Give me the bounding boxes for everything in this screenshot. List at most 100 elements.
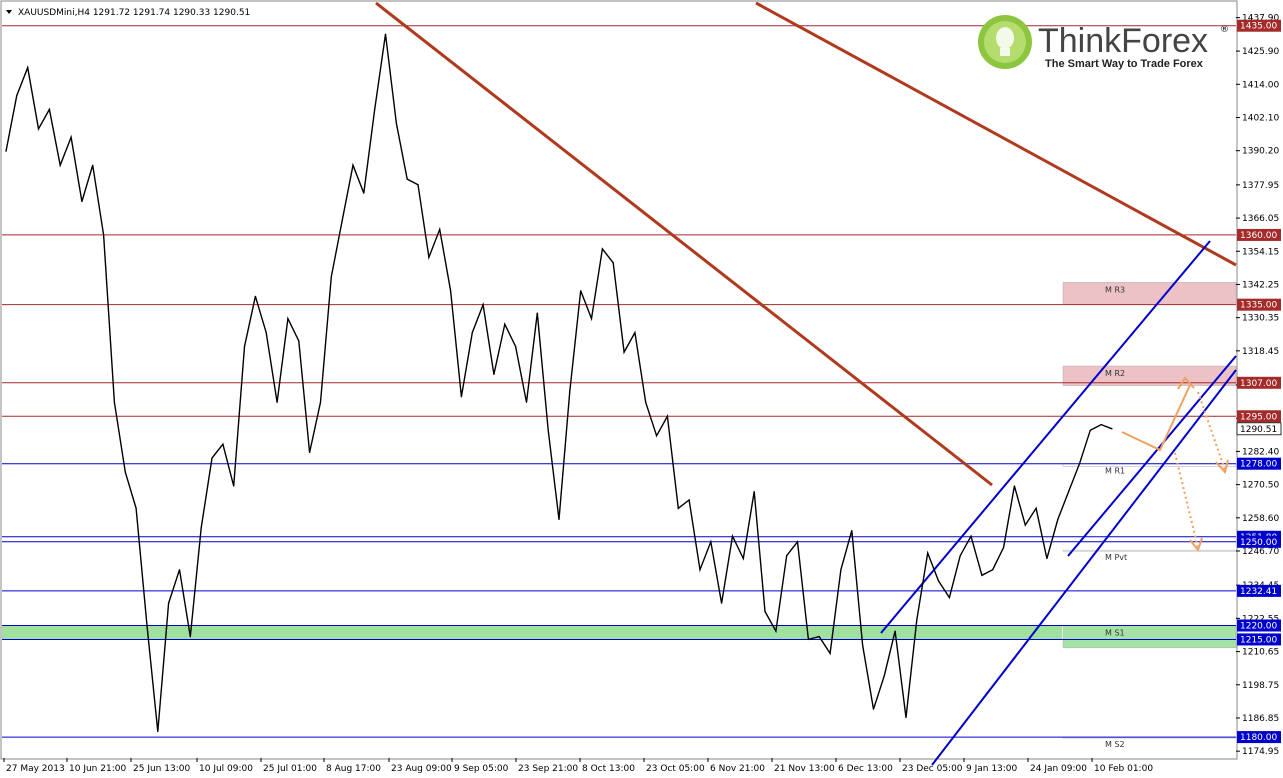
zone-label-m-s2: M S2 <box>1105 740 1125 749</box>
price-point <box>157 730 159 733</box>
price-point <box>927 552 929 554</box>
x-tick-label: 24 Jan 09:00 <box>1030 764 1087 774</box>
price-point <box>113 401 116 403</box>
zone-label-m-pvt: M Pvt <box>1105 553 1127 562</box>
x-axis: 27 May 2013 10 Jun 21:00 25 Jun 13:00 10 Ju… <box>3 758 1153 774</box>
price-point <box>851 530 853 532</box>
price-point <box>504 323 506 325</box>
price-point <box>515 345 517 348</box>
price-tag-label: 1232.41 <box>1240 587 1277 597</box>
price-point <box>981 574 983 576</box>
price-point <box>319 401 322 403</box>
price-point <box>374 108 376 111</box>
x-tick-label: 23 Sep 21:00 <box>518 764 578 774</box>
price-point <box>580 290 582 292</box>
price-point <box>16 94 18 97</box>
price-point <box>558 518 560 521</box>
price-point <box>818 636 820 638</box>
projection-layer <box>1121 376 1229 553</box>
thinkforex-logo: ThinkForex ® The Smart Way to Trade Fore… <box>978 15 1229 70</box>
y-tick-label: 1377.95 <box>1242 181 1279 191</box>
price-point <box>721 602 723 604</box>
y-tick-label: 1282.40 <box>1242 447 1279 457</box>
logo-brand-text: ThinkForex <box>1038 22 1208 60</box>
price-point <box>363 192 365 194</box>
symbol-dropdown-icon[interactable] <box>6 10 12 14</box>
channel-lower-line <box>931 369 1237 766</box>
price-point <box>243 345 246 348</box>
price-point <box>731 535 734 537</box>
price-point <box>916 619 918 621</box>
x-tick-label: 23 Aug 09:00 <box>391 764 452 774</box>
projection-down-long <box>1174 452 1199 549</box>
x-tick-label: 9 Sep 05:00 <box>454 764 509 774</box>
y-tick-label: 1270.50 <box>1242 481 1279 491</box>
price-point <box>1078 463 1081 465</box>
price-point <box>1002 546 1005 548</box>
price-point <box>460 396 463 398</box>
price-tag-label: 1220.00 <box>1240 621 1277 631</box>
y-tick-label: 1198.75 <box>1242 681 1279 691</box>
price-point <box>102 234 105 236</box>
y-tick-label: 1342.25 <box>1242 280 1279 290</box>
current-price-tag-bg <box>1236 422 1282 436</box>
downtrend-line-primary <box>375 1 993 487</box>
y-tick-label: 1186.85 <box>1242 714 1279 724</box>
price-tag-bg <box>1237 228 1281 241</box>
zone-m-r2 <box>1062 365 1237 386</box>
projection-down-short-arrowhead <box>1215 459 1229 475</box>
price-point <box>395 122 397 124</box>
price-point <box>764 610 766 613</box>
price-point <box>883 675 885 677</box>
price-point <box>894 630 896 632</box>
zones-layer: M R3 M R2 M R1 M Pvt M S1 M S2 <box>2 282 1237 749</box>
y-tick-label: 1414.00 <box>1242 80 1279 90</box>
x-tick-label: 10 Feb 01:00 <box>1094 764 1153 774</box>
price-point <box>341 220 343 222</box>
price-point <box>48 108 50 111</box>
price-point <box>1068 490 1070 493</box>
price-tag-label: 1250.00 <box>1240 538 1277 548</box>
price-point <box>178 569 181 571</box>
zone-label-m-r2: M R2 <box>1105 369 1125 378</box>
price-tag-bg <box>1237 619 1281 632</box>
x-tick-label: 6 Dec 13:00 <box>838 764 893 774</box>
logo-registered-mark: ® <box>1220 25 1229 35</box>
price-point <box>70 136 72 138</box>
price-point <box>254 295 256 297</box>
price-point <box>482 304 484 306</box>
price-point <box>829 652 831 654</box>
price-point <box>27 66 29 69</box>
y-tick-label: 1318.45 <box>1242 347 1279 357</box>
price-point <box>569 390 571 392</box>
price-point <box>1046 557 1048 560</box>
price-point <box>406 178 408 180</box>
zone-m-r3 <box>1062 282 1237 305</box>
price-point <box>168 602 170 604</box>
zone-label-m-s1: M S1 <box>1105 628 1125 637</box>
price-point <box>645 401 647 403</box>
price-tag-bg <box>1237 535 1281 548</box>
price-point <box>1100 424 1102 426</box>
price-point <box>276 401 278 403</box>
price-point <box>547 429 549 431</box>
zone-m-pvt <box>1062 549 1237 552</box>
y-tick-label: 1174.95 <box>1242 747 1279 757</box>
downtrend-line-secondary <box>755 1 1237 267</box>
price-tag-label: 1180.00 <box>1240 733 1277 743</box>
price-point <box>655 435 658 437</box>
price-point <box>970 535 972 537</box>
price-point <box>666 415 669 417</box>
price-tag-label: 1295.00 <box>1240 412 1277 422</box>
y-tick-label: 1354.15 <box>1242 247 1279 257</box>
price-point <box>265 331 267 334</box>
price-point <box>92 164 94 166</box>
x-tick-label: 25 Jun 13:00 <box>133 764 190 774</box>
price-point <box>775 630 777 632</box>
projection-down-short <box>1197 391 1226 471</box>
price-point <box>135 507 137 509</box>
price-point <box>1035 507 1037 509</box>
price-point <box>840 569 842 571</box>
price-point <box>146 624 148 627</box>
